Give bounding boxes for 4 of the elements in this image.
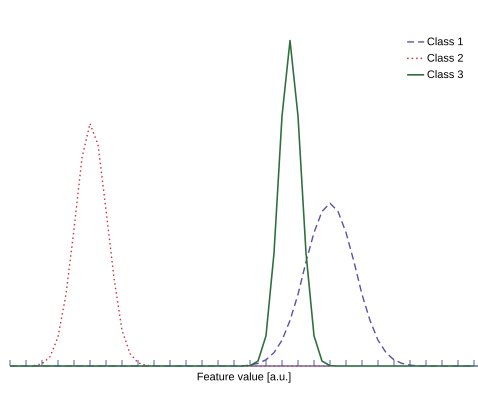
x-axis-title: Feature value [a.u.] [198, 372, 290, 383]
legend-label: Class 3 [427, 70, 463, 78]
legend-label: Class 2 [427, 54, 463, 62]
legend-label: Class 1 [427, 37, 463, 46]
